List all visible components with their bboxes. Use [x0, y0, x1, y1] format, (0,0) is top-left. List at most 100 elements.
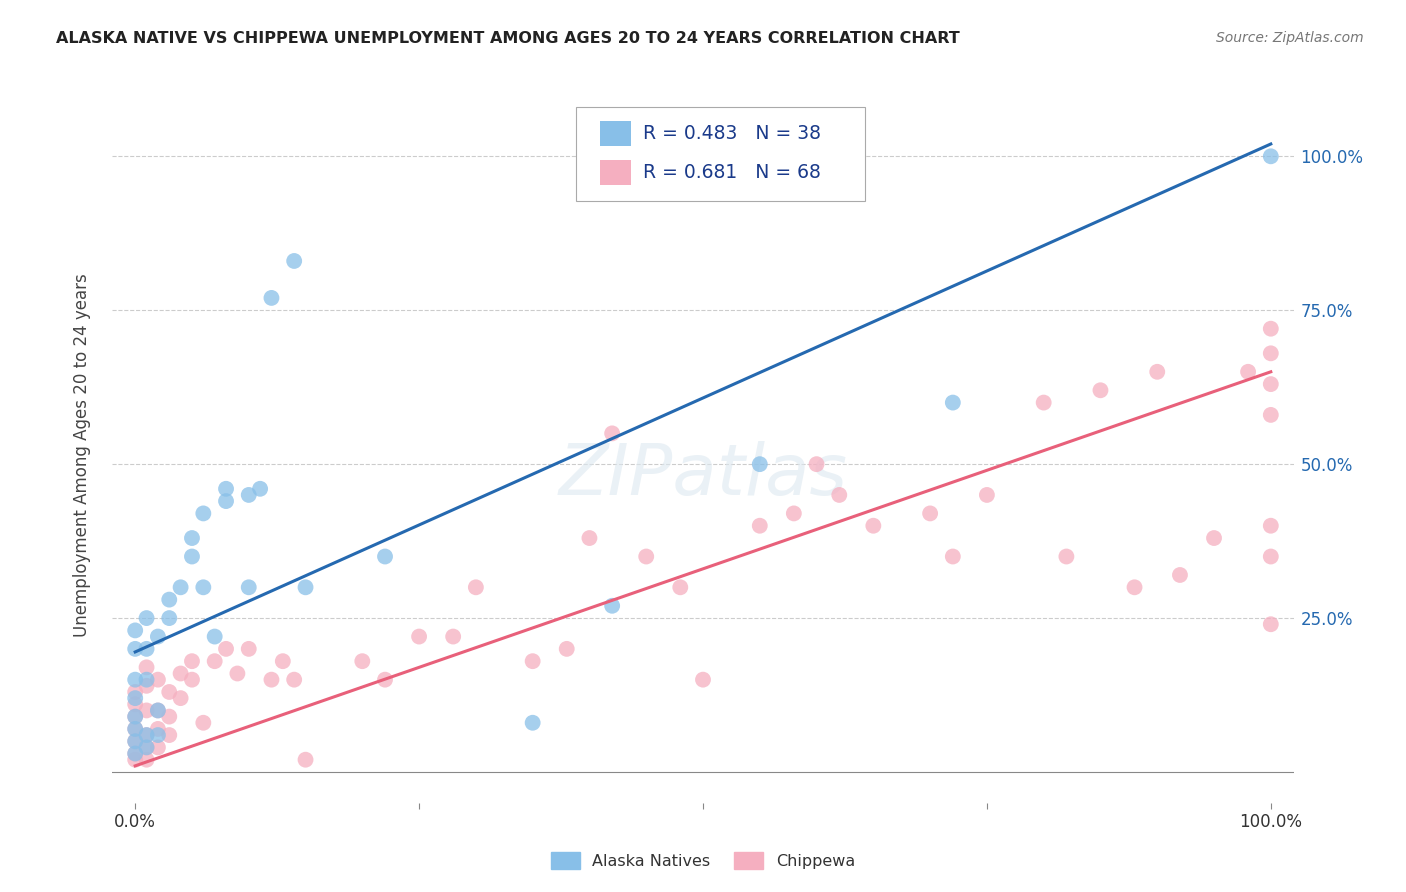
- Point: [157, 685, 180, 699]
- Point: [146, 630, 169, 644]
- Point: [464, 580, 486, 594]
- Point: [352, 654, 374, 668]
- Point: [636, 549, 658, 564]
- Point: [181, 549, 204, 564]
- Point: [157, 611, 180, 625]
- Point: [522, 715, 544, 730]
- Point: [124, 673, 146, 687]
- Point: [283, 673, 305, 687]
- Point: [215, 494, 238, 508]
- Point: [555, 641, 578, 656]
- Point: [1090, 384, 1112, 398]
- Point: [204, 630, 226, 644]
- Point: [294, 580, 316, 594]
- Point: [193, 507, 215, 521]
- Point: [124, 624, 146, 638]
- Point: [1123, 580, 1146, 594]
- Point: [193, 715, 215, 730]
- Point: [146, 728, 169, 742]
- Point: [374, 673, 396, 687]
- Point: [249, 482, 271, 496]
- Point: [135, 728, 157, 742]
- Point: [283, 254, 305, 268]
- Point: [146, 673, 169, 687]
- Point: [204, 654, 226, 668]
- Y-axis label: Unemployment Among Ages 20 to 24 years: Unemployment Among Ages 20 to 24 years: [73, 273, 91, 637]
- Point: [157, 592, 180, 607]
- Point: [157, 728, 180, 742]
- Point: [146, 740, 169, 755]
- Point: [1168, 568, 1191, 582]
- Text: R = 0.483   N = 38: R = 0.483 N = 38: [643, 124, 821, 144]
- Text: ALASKA NATIVE VS CHIPPEWA UNEMPLOYMENT AMONG AGES 20 TO 24 YEARS CORRELATION CHA: ALASKA NATIVE VS CHIPPEWA UNEMPLOYMENT A…: [56, 31, 960, 46]
- Text: R = 0.681   N = 68: R = 0.681 N = 68: [643, 162, 821, 182]
- Point: [748, 457, 770, 471]
- Point: [669, 580, 692, 594]
- Point: [124, 709, 146, 723]
- Point: [260, 673, 283, 687]
- Point: [806, 457, 828, 471]
- Point: [146, 703, 169, 717]
- Point: [522, 654, 544, 668]
- Point: [181, 673, 204, 687]
- Point: [942, 395, 965, 409]
- Point: [1260, 617, 1282, 632]
- Point: [238, 641, 260, 656]
- Point: [146, 722, 169, 736]
- Point: [146, 703, 169, 717]
- Point: [692, 673, 714, 687]
- Point: [181, 531, 204, 545]
- Point: [124, 691, 146, 706]
- Point: [1260, 518, 1282, 533]
- Point: [374, 549, 396, 564]
- Point: [135, 740, 157, 755]
- Point: [124, 734, 146, 748]
- Point: [238, 488, 260, 502]
- Point: [1260, 408, 1282, 422]
- Point: [135, 673, 157, 687]
- Point: [1260, 346, 1282, 360]
- Point: [124, 753, 146, 767]
- Point: [600, 599, 623, 613]
- Point: [193, 580, 215, 594]
- Point: [1202, 531, 1225, 545]
- Point: [124, 722, 146, 736]
- Point: [748, 518, 770, 533]
- Point: [169, 580, 191, 594]
- Point: [181, 654, 204, 668]
- Point: [828, 488, 851, 502]
- Point: [1260, 377, 1282, 392]
- Point: [124, 734, 146, 748]
- Point: [1032, 395, 1054, 409]
- Point: [135, 641, 157, 656]
- Point: [271, 654, 294, 668]
- Text: Source: ZipAtlas.com: Source: ZipAtlas.com: [1216, 31, 1364, 45]
- Point: [408, 630, 430, 644]
- Point: [135, 740, 157, 755]
- Point: [1237, 365, 1260, 379]
- Point: [124, 698, 146, 712]
- Point: [124, 685, 146, 699]
- Point: [124, 747, 146, 761]
- Point: [169, 691, 191, 706]
- Point: [976, 488, 998, 502]
- Point: [215, 641, 238, 656]
- Point: [1146, 365, 1168, 379]
- Point: [226, 666, 249, 681]
- Point: [135, 660, 157, 674]
- Legend: Alaska Natives, Chippewa: Alaska Natives, Chippewa: [544, 846, 862, 875]
- Point: [238, 580, 260, 594]
- Point: [600, 426, 623, 441]
- Point: [135, 753, 157, 767]
- Point: [920, 507, 942, 521]
- Text: ZIPatlas: ZIPatlas: [558, 442, 848, 510]
- Point: [169, 666, 191, 681]
- Point: [294, 753, 316, 767]
- Point: [135, 703, 157, 717]
- Point: [215, 482, 238, 496]
- Point: [124, 722, 146, 736]
- Point: [783, 507, 806, 521]
- Point: [1260, 321, 1282, 335]
- Point: [135, 679, 157, 693]
- Point: [124, 641, 146, 656]
